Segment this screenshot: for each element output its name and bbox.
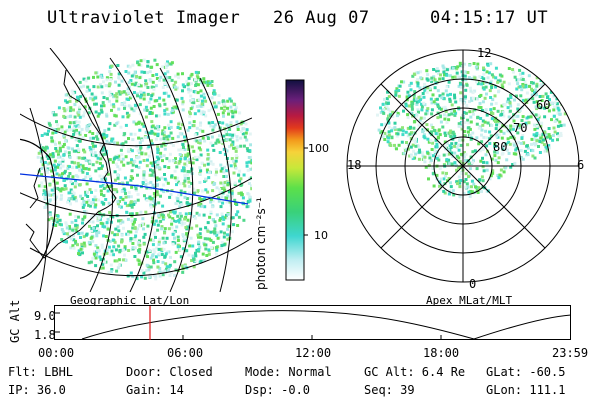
apex-label: Apex MLat/MLT [426,294,513,307]
mlt-label-18: 18 [347,158,362,172]
info-glat: GLat: -60.5 [486,365,566,379]
altitude-plot [54,305,572,340]
mlat-label-80: 80 [493,140,508,154]
info-dsp: Dsp: -0.0 [245,383,311,397]
info-gain: Gain: 14 [126,383,184,397]
info-glon: GLon: 111.1 [486,383,566,397]
aurora-emission-left [36,58,252,281]
info-gcalt: GC Alt: 6.4 Re [364,365,466,379]
date-label: 26 Aug 07 [273,8,370,28]
colorbar [285,79,308,281]
alt-ymax: 9.0 [34,309,56,323]
aurora-emission-polar [376,61,567,199]
mlt-label-0: 0 [469,277,477,291]
colorbar-tick-100: 100 [308,142,329,155]
polar-plot [346,49,580,283]
geographic-label: Geographic Lat/Lon [70,294,190,307]
alt-ymin: 1.8 [34,328,56,342]
geographic-map [20,48,252,292]
longitude-lines [29,48,232,292]
info-flt: Flt: LBHL [8,365,74,379]
colorbar-tick-10: 10 [314,229,328,242]
mlat-label-60: 60 [536,98,551,112]
alt-xtick-0600: 06:00 [167,346,204,360]
terminator-line [20,173,249,205]
mlat-label-70: 70 [513,121,528,135]
alt-xtick-1800: 18:00 [423,346,460,360]
altitude-curve [81,310,572,340]
info-mode: Mode: Normal [245,365,332,379]
mlt-label-12: 12 [477,46,492,60]
alt-xtick-0000: 00:00 [38,346,75,360]
time-label: 04:15:17 UT [430,8,549,28]
alt-ylabel: GC Alt [8,299,22,343]
colorbar-unit-label: photon cm⁻²s⁻¹ [254,197,268,290]
info-door: Door: Closed [126,365,213,379]
earth-limb [20,138,57,279]
info-ip: IP: 36.0 [8,383,66,397]
instrument-title: Ultraviolet Imager [47,8,241,28]
mlt-label-6: 6 [577,158,585,172]
latitude-lines [20,113,252,277]
alt-xtick-1200: 12:00 [295,346,332,360]
info-seq: Seq: 39 [364,383,415,397]
alt-xtick-2359: 23:59 [552,346,589,360]
